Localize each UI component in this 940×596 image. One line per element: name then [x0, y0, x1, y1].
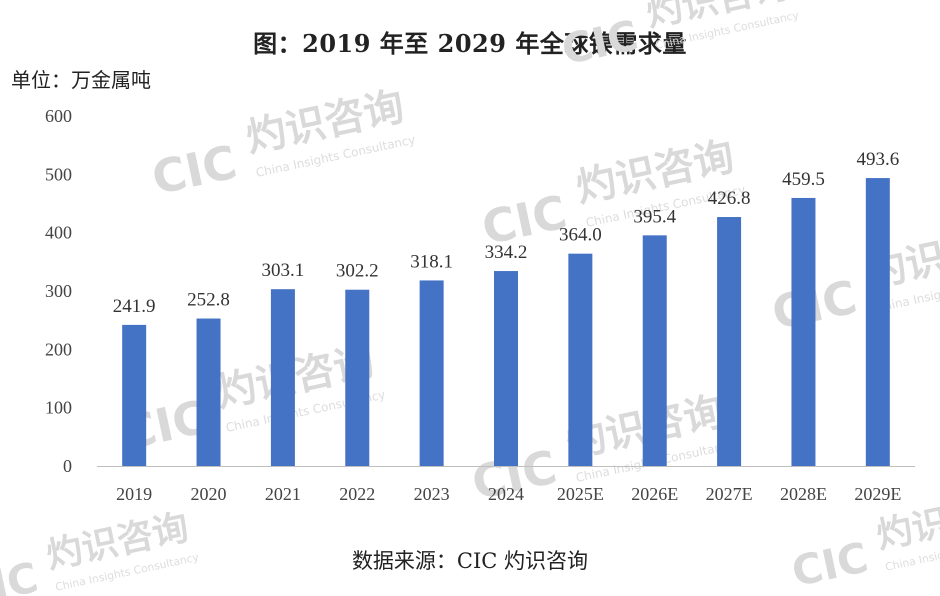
data-label: 493.6: [856, 149, 899, 170]
bar-series: [122, 178, 890, 467]
data-label: 426.8: [708, 188, 751, 209]
data-labels: 241.9 252.8 303.1 302.2 318.1 334.2 364.0 395.4…: [113, 149, 899, 317]
data-label: 459.5: [782, 169, 825, 190]
y-tick-label: 0: [63, 456, 72, 476]
bar: [865, 178, 890, 467]
bar: [122, 324, 147, 466]
y-tick-label: 100: [45, 398, 72, 418]
watermark-logo: CIC: [147, 135, 241, 205]
source-note: 数据来源：CIC 灼识咨询: [351, 549, 589, 573]
x-tick-label: 2028E: [780, 484, 827, 504]
x-tick-label: 2029E: [854, 484, 901, 504]
unit-label: 单位：万金属吨: [11, 68, 151, 92]
y-axis: 0 100 200 300 400 500 600: [45, 106, 72, 476]
data-label: 241.9: [113, 296, 156, 317]
data-label: 303.1: [262, 260, 305, 281]
bar: [419, 280, 444, 466]
y-tick-label: 300: [45, 281, 72, 301]
bar: [568, 253, 593, 466]
x-tick-label: 2024: [488, 484, 524, 504]
data-label: 318.1: [410, 251, 453, 272]
x-tick-label: 2020: [191, 484, 227, 504]
bar: [494, 271, 518, 466]
y-tick-label: 200: [45, 339, 72, 359]
x-tick-label: 2025E: [557, 484, 604, 504]
bar: [642, 235, 667, 466]
data-label: 334.2: [485, 242, 528, 263]
x-tick-label: 2021: [265, 484, 301, 504]
x-tick-label: 2027E: [706, 484, 753, 504]
y-tick-label: 400: [45, 223, 72, 243]
x-tick-label: 2026E: [631, 484, 678, 504]
bar: [345, 289, 370, 466]
data-label: 302.2: [336, 261, 379, 282]
watermark-logo: CIC: [558, 11, 642, 74]
x-tick-label: 2022: [339, 484, 375, 504]
bar: [196, 318, 221, 466]
data-label: 395.4: [633, 206, 676, 227]
data-label: 364.0: [559, 225, 602, 246]
x-tick-label: 2023: [414, 484, 450, 504]
chart-title: 图：2019 年至 2029 年全球镍需求量: [253, 29, 687, 58]
x-tick-label: 2019: [116, 484, 152, 504]
data-label: 252.8: [187, 290, 230, 311]
y-tick-label: 600: [45, 106, 72, 126]
bar: [791, 197, 816, 467]
bar: [270, 289, 295, 466]
x-axis: 2019 2020 2021 2022 2023 2024 2025E 2026E 2027E 2…: [116, 484, 901, 504]
y-tick-label: 500: [45, 164, 72, 184]
bar: [717, 217, 742, 466]
